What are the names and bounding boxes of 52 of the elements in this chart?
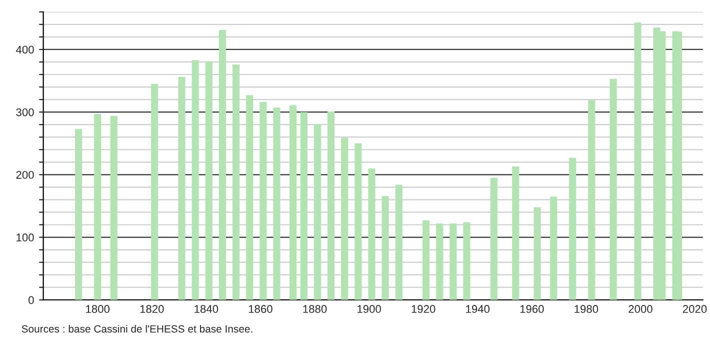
bar [341,138,348,300]
y-tick-label: 0 [28,296,34,304]
bar [368,168,376,300]
bar [300,112,308,300]
source-note: Sources : base Cassini de l'EHESS et base Insee. [22,324,252,333]
y-tick-label: 200 [16,170,34,179]
bar [354,143,362,300]
x-tick-label: 1980 [574,305,598,313]
bar [463,222,470,300]
bar [205,61,212,300]
x-tick-label: 2000 [628,305,652,313]
bar [328,111,335,300]
bar [395,184,402,300]
x-tick-label: 1860 [248,305,272,313]
bar [314,124,321,300]
x-tick-label: 1960 [520,305,544,313]
bar [512,166,520,300]
bar [260,102,267,300]
bar [550,196,558,300]
bar [273,108,280,300]
bar [110,116,118,300]
bar [151,84,158,300]
x-tick-label: 1880 [303,305,327,313]
y-tick-label: 100 [16,234,34,242]
x-tick-label: 1920 [412,305,436,313]
bar [94,114,102,300]
x-tick-label: 1800 [86,305,110,313]
x-tick-label: 1900 [358,305,381,313]
bar [192,60,199,300]
bar [588,100,596,300]
y-tick-label: 400 [16,46,34,54]
bar [75,128,82,300]
bar [422,220,430,300]
x-tick-label: 1940 [466,305,490,313]
bar [218,30,226,300]
bar [246,95,254,300]
bar [569,158,576,300]
bar [450,224,457,300]
x-tick-label: 1820 [140,305,164,313]
bar [672,31,680,300]
bar [610,78,617,300]
x-tick-label: 2020 [682,305,707,313]
bar [382,196,389,300]
y-tick-label: 300 [16,108,34,116]
bar [290,105,297,300]
x-tick-label: 1840 [194,305,218,313]
bar [490,178,498,300]
bar [178,77,186,300]
bar [232,64,240,300]
bar [534,207,541,300]
bar [436,224,444,300]
bar [634,22,642,300]
